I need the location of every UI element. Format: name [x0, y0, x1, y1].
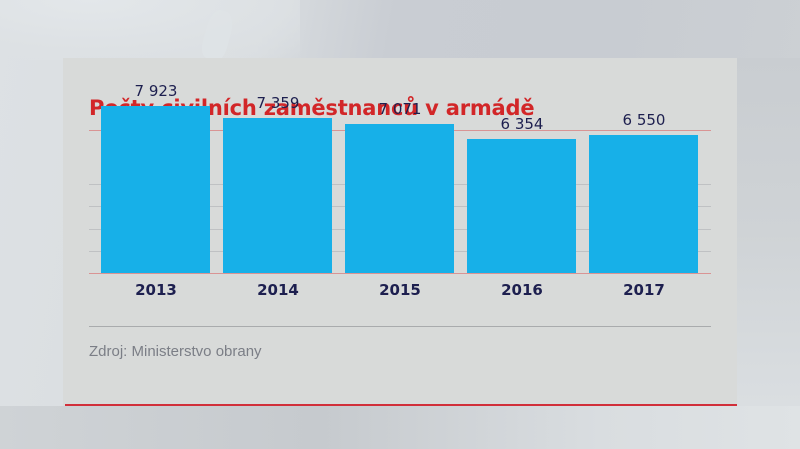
background-map-shape [0, 0, 300, 60]
bar-value-label: 7 071 [378, 100, 422, 118]
background-map-shape [737, 58, 800, 406]
bar-2017 [589, 135, 698, 273]
x-axis-label: 2016 [501, 281, 543, 299]
x-axis-label: 2014 [257, 281, 299, 299]
source-divider [89, 326, 711, 327]
bar-2013 [101, 106, 210, 273]
x-axis-baseline [89, 273, 711, 274]
bar-value-label: 7 359 [256, 94, 300, 112]
source-note: Zdroj: Ministerstvo obrany [89, 343, 262, 360]
x-axis-label: 2015 [379, 281, 421, 299]
accent-rule [65, 404, 737, 406]
bar-2015 [345, 124, 454, 273]
bar-value-label: 6 354 [500, 115, 544, 133]
bar-2016 [467, 139, 576, 273]
bar-value-label: 6 550 [622, 111, 666, 129]
bar-value-label: 7 923 [134, 82, 178, 100]
background-map-shape [0, 406, 800, 449]
x-axis-label: 2013 [135, 281, 177, 299]
bar-2014 [223, 118, 332, 273]
x-axis-label: 2017 [623, 281, 665, 299]
